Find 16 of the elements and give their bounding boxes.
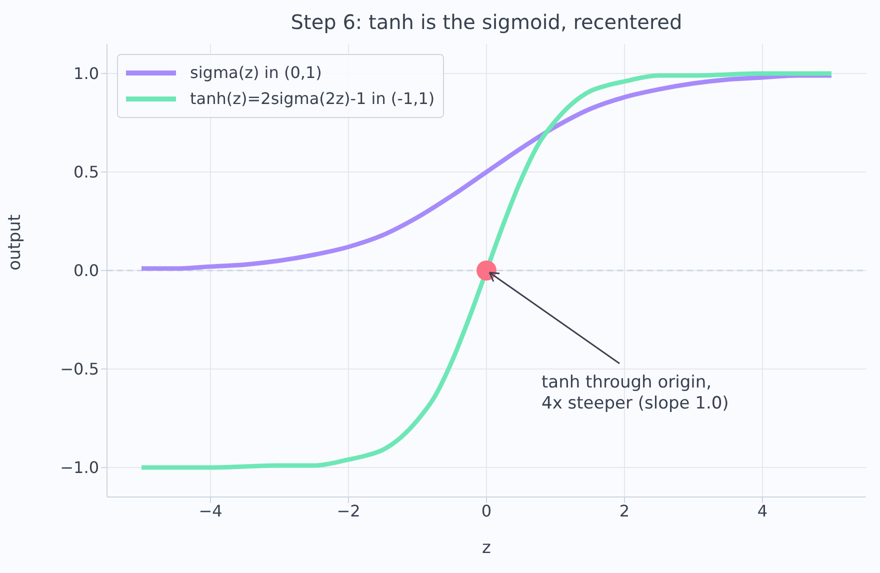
x-tick-label: 0 bbox=[481, 501, 492, 520]
annotation: tanh through origin, 4x steeper (slope 1.0) bbox=[542, 372, 729, 414]
legend-label: sigma(z) in (0,1) bbox=[190, 62, 322, 84]
x-tick-label: −4 bbox=[198, 501, 222, 520]
y-tick-label: 0.0 bbox=[74, 261, 99, 280]
y-tick-label: 0.5 bbox=[74, 162, 99, 182]
x-axis-title: z bbox=[482, 538, 492, 558]
chart-title: Step 6: tanh is the sigmoid, recentered bbox=[290, 10, 684, 34]
x-tick-label: 2 bbox=[619, 501, 630, 520]
legend-label: tanh(z)=2sigma(2z)-1 in (-1,1) bbox=[190, 88, 435, 110]
y-tick-label: −1.0 bbox=[60, 458, 99, 478]
y-tick-label: 1.0 bbox=[74, 64, 99, 84]
y-axis-title: output bbox=[5, 214, 26, 270]
x-tick-label: −2 bbox=[336, 501, 360, 520]
y-tick-label: −0.5 bbox=[60, 360, 99, 379]
x-tick-label: 4 bbox=[757, 501, 768, 520]
